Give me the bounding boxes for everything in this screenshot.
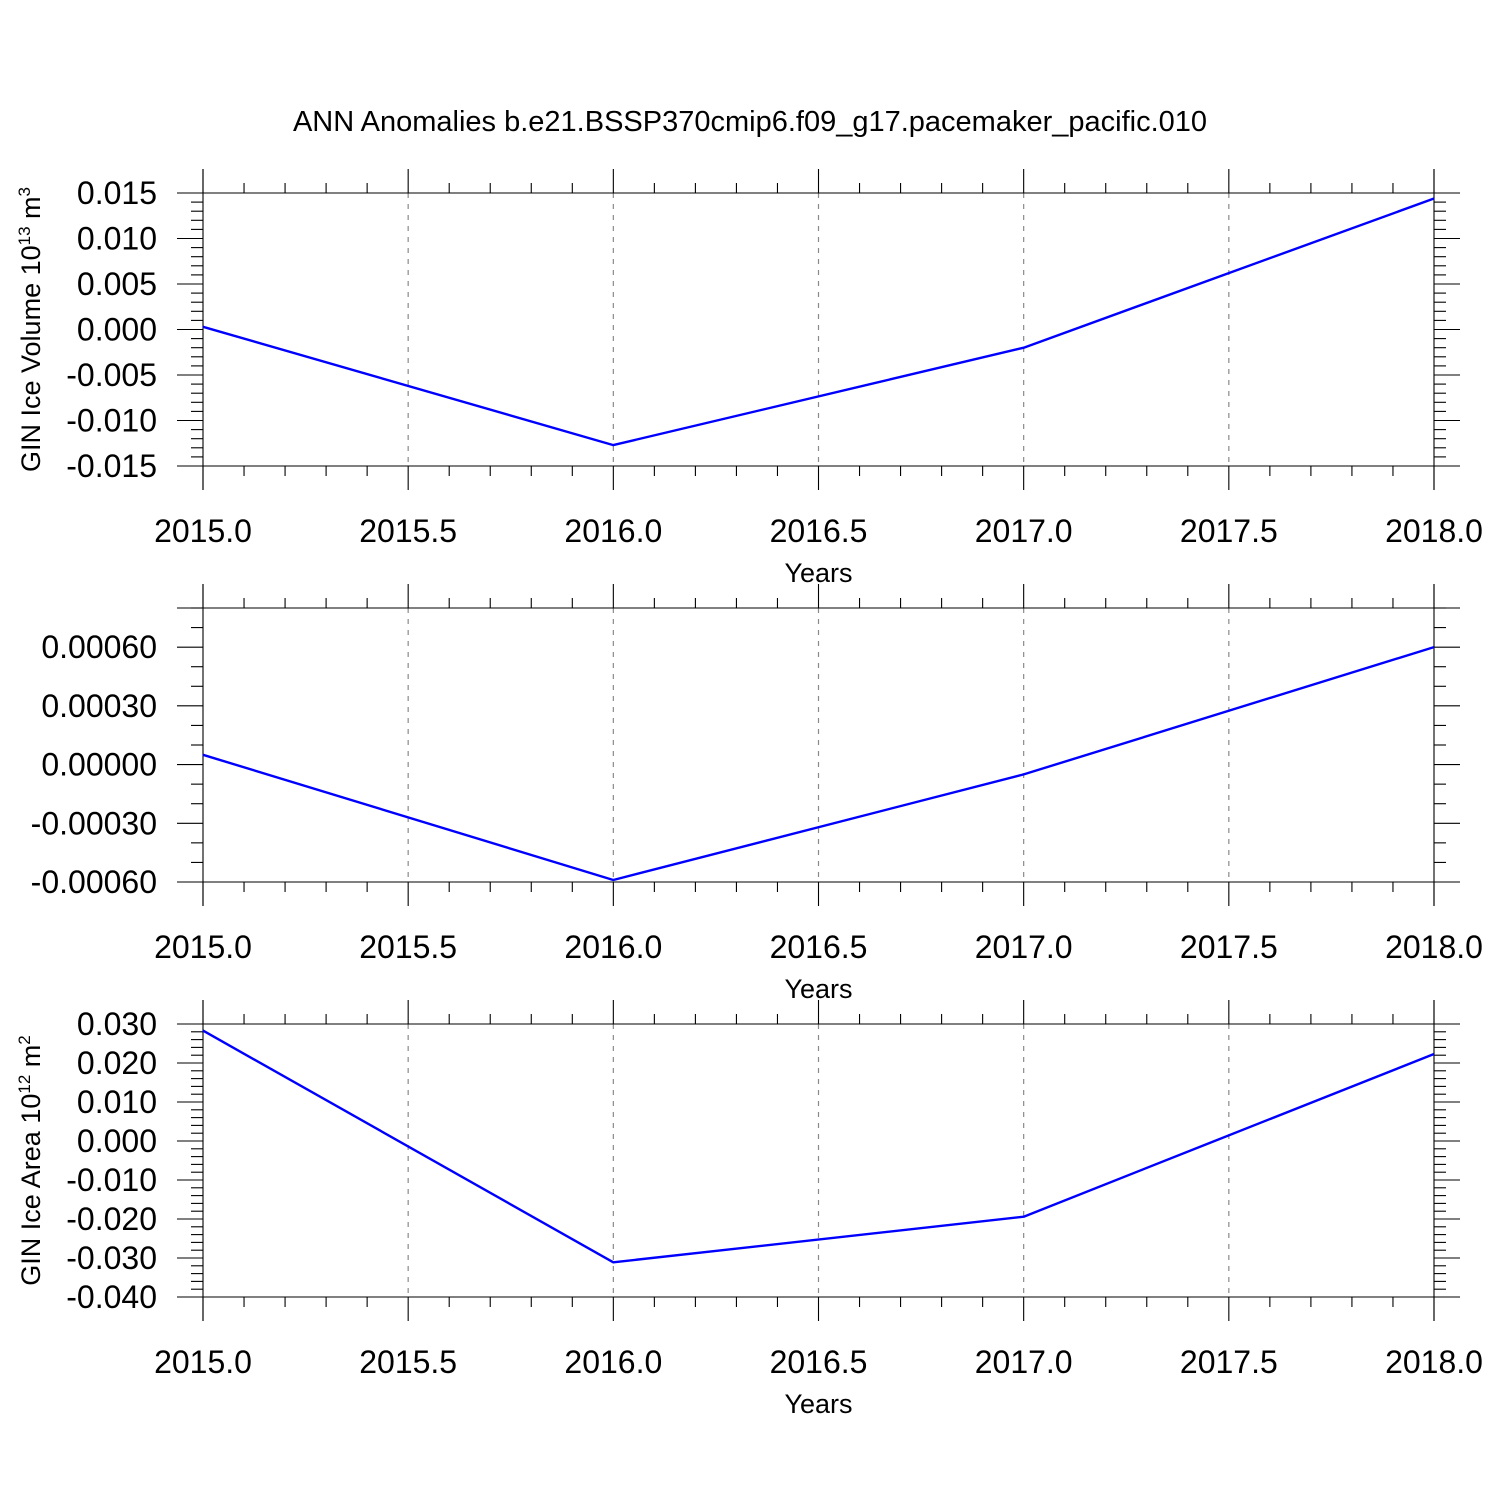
y-tick-label: 0.000 — [77, 312, 157, 348]
x-axis-title: Years — [784, 974, 852, 1004]
x-tick-label: 2017.0 — [975, 513, 1073, 549]
series-line — [202, 645, 1435, 882]
y-tick-label: 0.010 — [77, 1084, 157, 1120]
y-tick-label: -0.030 — [66, 1240, 157, 1276]
x-tick-label: 2016.0 — [564, 513, 662, 549]
y-tick-label: 0.030 — [77, 1006, 157, 1042]
y-tick-label: -0.020 — [66, 1201, 157, 1237]
y-axis-title-ylabel-unit-exp: 2 — [15, 1035, 34, 1044]
chart-panel-3: 0.0300.0200.0100.000-0.010-0.020-0.030-0… — [15, 1000, 1483, 1419]
series-line — [202, 1029, 1435, 1264]
y-tick-label: -0.015 — [66, 448, 157, 484]
x-tick-label: 2016.0 — [564, 1344, 662, 1380]
y-axis-title: GIN Ice Volume 1013 m3 — [15, 187, 46, 472]
x-tick-label: 2015.5 — [359, 1344, 457, 1380]
y-axis-title-ylabel: GIN Ice Volume 10 — [16, 245, 46, 472]
y-axis-title: GIN Ice Area 1012 m2 — [15, 1035, 46, 1286]
x-tick-label: 2017.5 — [1180, 513, 1278, 549]
x-tick-label: 2017.5 — [1180, 929, 1278, 965]
y-axis-title-ylabel-exp: 13 — [15, 226, 34, 245]
x-tick-label: 2016.5 — [770, 1344, 868, 1380]
y-tick-label: -0.005 — [66, 357, 157, 393]
y-tick-label: -0.040 — [66, 1279, 157, 1315]
y-tick-label: 0.015 — [77, 175, 157, 211]
y-tick-label: -0.010 — [66, 403, 157, 439]
x-tick-label: 2015.0 — [154, 513, 252, 549]
y-tick-label: 0.010 — [77, 221, 157, 257]
x-axis-title: Years — [784, 558, 852, 588]
y-tick-label: 0.00000 — [41, 747, 157, 783]
x-axis-title: Years — [784, 1389, 852, 1419]
x-tick-label: 2017.5 — [1180, 1344, 1278, 1380]
y-tick-label: -0.00030 — [31, 805, 157, 841]
y-tick-label: 0.00030 — [41, 688, 157, 724]
series-line — [202, 197, 1435, 447]
y-tick-label: 0.000 — [77, 1123, 157, 1159]
x-tick-label: 2018.0 — [1385, 513, 1483, 549]
x-tick-label: 2018.0 — [1385, 1344, 1483, 1380]
chart-title: ANN Anomalies b.e21.BSSP370cmip6.f09_g17… — [293, 106, 1207, 138]
x-tick-label: 2016.5 — [770, 929, 868, 965]
x-tick-label: 2017.0 — [975, 929, 1073, 965]
y-tick-label: 0.00060 — [41, 629, 157, 665]
y-tick-label: -0.00060 — [31, 864, 157, 900]
y-tick-label: 0.005 — [77, 266, 157, 302]
x-tick-label: 2015.0 — [154, 1344, 252, 1380]
x-tick-label: 2016.0 — [564, 929, 662, 965]
x-tick-label: 2017.0 — [975, 1344, 1073, 1380]
chart-panel-2: 0.00060 0.00030 0.00000 -0.00030 -0.00060 201… — [31, 584, 1483, 1004]
x-tick-label: 2016.5 — [770, 513, 868, 549]
y-tick-label: -0.010 — [66, 1162, 157, 1198]
y-axis-title-ylabel-unit: m — [16, 1045, 46, 1075]
x-tick-label: 2015.5 — [359, 513, 457, 549]
x-tick-label: 2015.0 — [154, 929, 252, 965]
chart-panel-1: 0.015 0.010 0.005 0.000 -0.005 -0.010 -0.015 20… — [15, 169, 1483, 588]
y-axis-title-ylabel-unit-exp: 3 — [15, 187, 34, 196]
x-tick-label: 2015.5 — [359, 929, 457, 965]
x-tick-label: 2018.0 — [1385, 929, 1483, 965]
y-tick-label: 0.020 — [77, 1045, 157, 1081]
y-axis-title-ylabel-exp: 12 — [15, 1075, 34, 1094]
y-axis-title-ylabel-unit: m — [16, 196, 46, 226]
y-axis-title-ylabel: GIN Ice Area 10 — [16, 1094, 46, 1286]
